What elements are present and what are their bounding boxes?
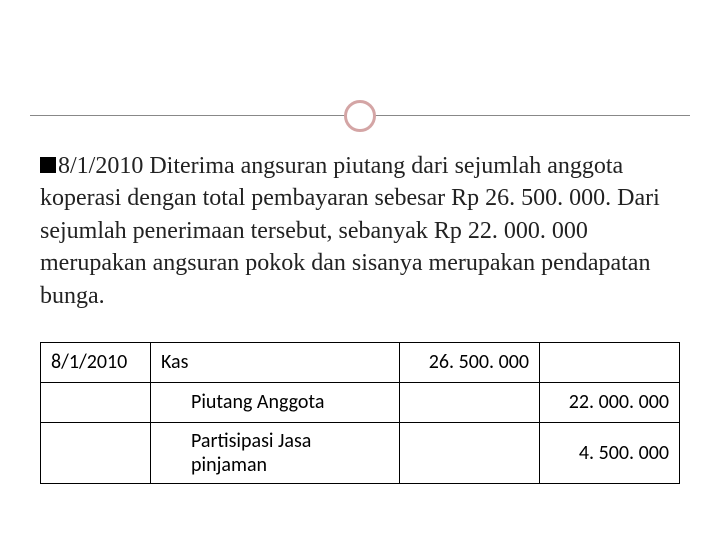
desc-text: Piutang Anggota [161,390,324,414]
table-row: 8/1/2010 Kas 26. 500. 000 [41,342,680,382]
journal-table: 8/1/2010 Kas 26. 500. 000 Piutang Anggot… [40,342,680,484]
cell-debit: 26. 500. 000 [400,342,540,382]
cell-description: Partisipasi Jasa pinjaman [151,422,400,483]
cell-credit [540,342,680,382]
circle-ornament-icon [344,100,376,132]
cell-credit: 22. 000. 000 [540,382,680,422]
table-row: Piutang Anggota 22. 000. 000 [41,382,680,422]
cell-debit [400,382,540,422]
content-area: 8/1/2010 Diterima angsuran piutang dari … [0,120,720,312]
bullet-square-icon [40,157,56,173]
desc-text: Partisipasi Jasa pinjaman [161,429,389,477]
cell-date [41,382,151,422]
cell-description: Kas [151,342,400,382]
cell-credit: 4. 500. 000 [540,422,680,483]
cell-description: Piutang Anggota [151,382,400,422]
cell-debit [400,422,540,483]
desc-text: Kas [161,350,188,374]
cell-date [41,422,151,483]
body-paragraph: 8/1/2010 Diterima angsuran piutang dari … [40,150,680,312]
cell-date: 8/1/2010 [41,342,151,382]
slide-header [0,0,720,120]
date-prefix: 8/1/2010 [58,153,143,179]
table-row: Partisipasi Jasa pinjaman 4. 500. 000 [41,422,680,483]
